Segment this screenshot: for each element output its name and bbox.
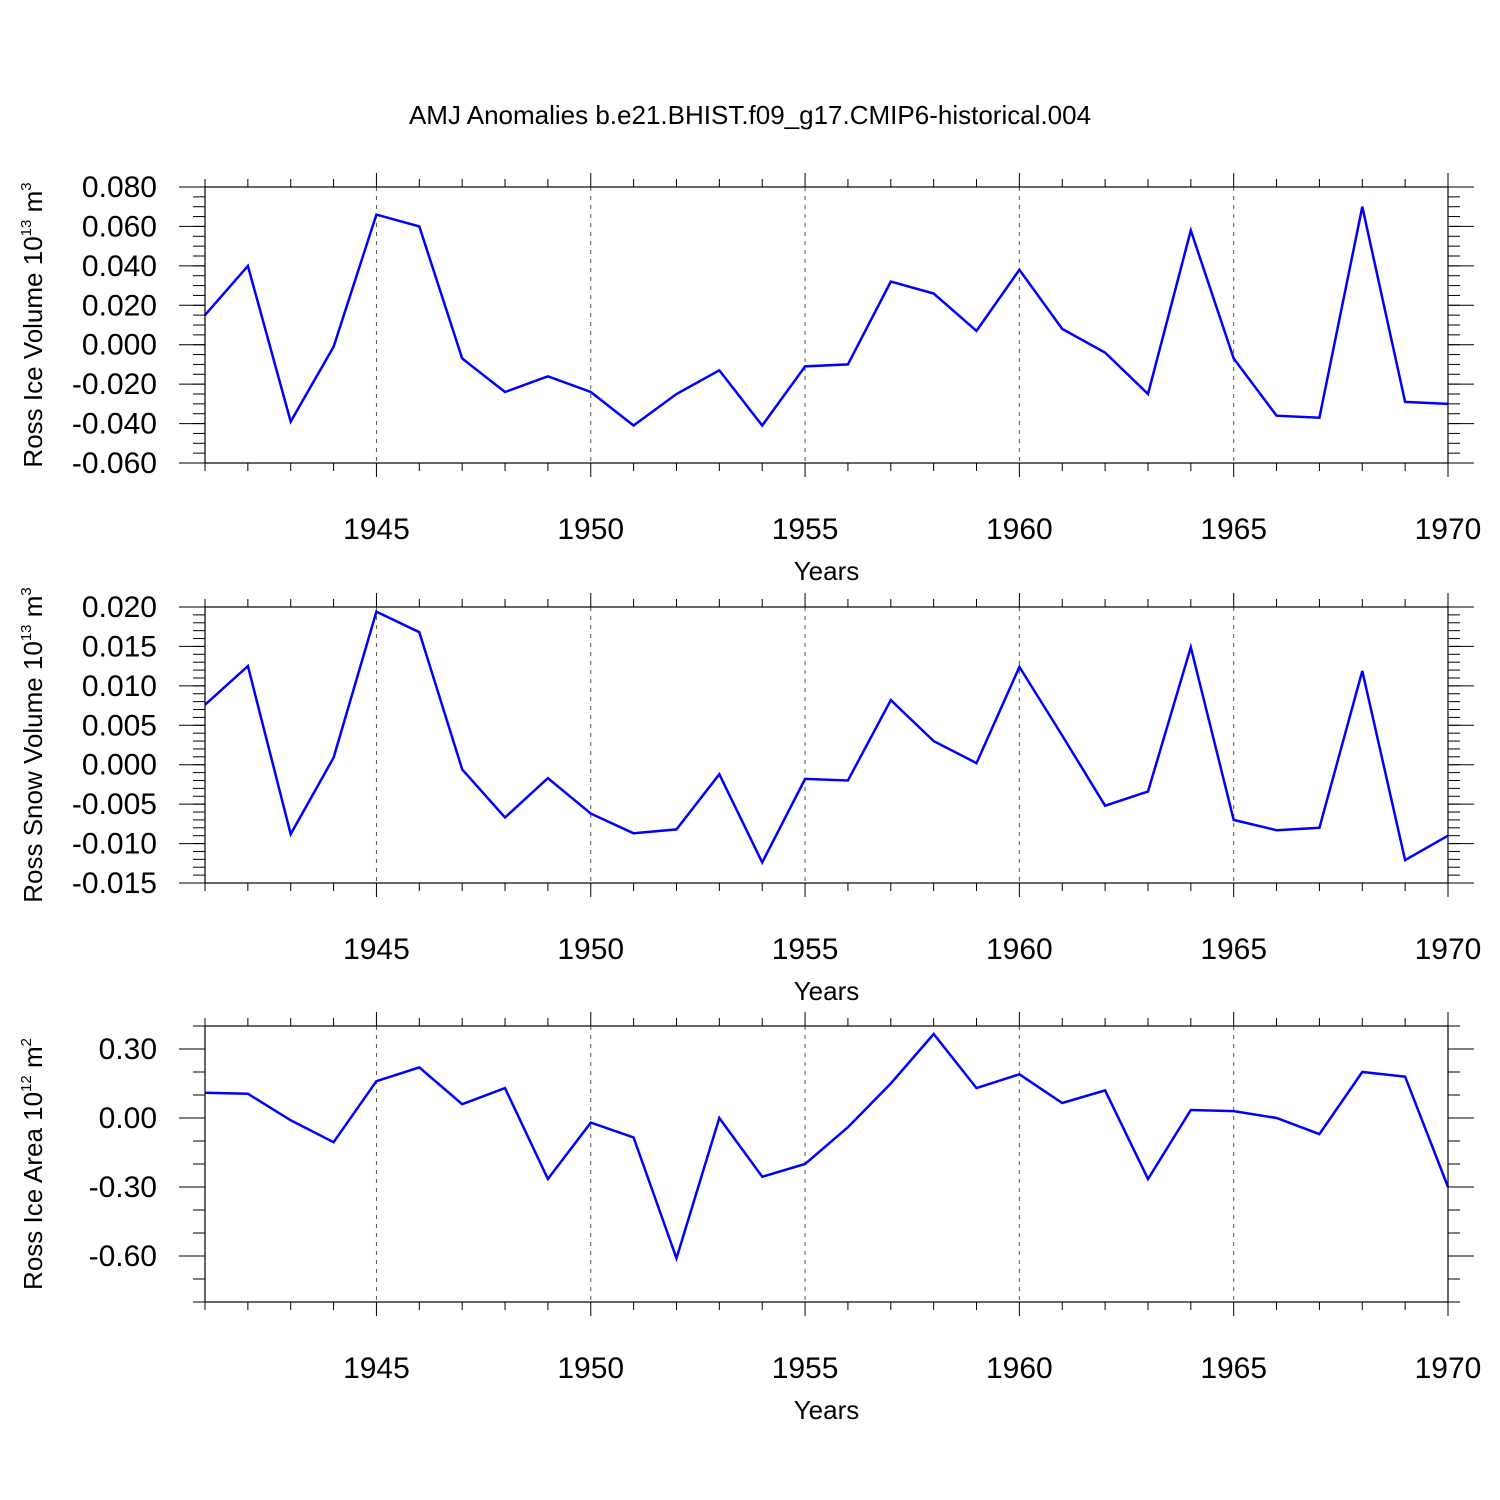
x-tick-label: 1965 — [1200, 933, 1267, 966]
panel-1: -0.060 -0.040 -0.020 0.000 0.020 0.040 0.060 0.… — [18, 171, 1481, 586]
y-tick-label: 0.060 — [82, 210, 157, 243]
x-axis-label: Years — [794, 976, 860, 1006]
y-axis-label: Ross Ice Area 1012 m2 — [18, 1038, 48, 1290]
y-tick-label: -0.30 — [89, 1171, 157, 1204]
y-tick-label: 0.040 — [82, 250, 157, 283]
plot-frame — [204, 1025, 1449, 1303]
series-line — [204, 206, 1449, 428]
y-tick-label: -0.020 — [72, 368, 157, 401]
y-tick-label: 0.005 — [82, 709, 157, 742]
series-line — [204, 609, 1449, 866]
panel-2: -0.015 -0.010 -0.005 0.000 0.005 0.010 0.015 0.… — [18, 587, 1481, 1006]
y-tick-label: 0.000 — [82, 749, 157, 782]
x-tick-label: 1955 — [772, 513, 839, 546]
y-tick-label: -0.060 — [72, 447, 157, 480]
y-tick-label: 0.30 — [99, 1033, 157, 1066]
y-tick-label: 0.00 — [99, 1102, 157, 1135]
x-tick-label: 1950 — [557, 513, 624, 546]
x-tick-label: 1960 — [986, 513, 1053, 546]
x-tick-label: 1950 — [557, 933, 624, 966]
x-tick-label: 1965 — [1200, 1352, 1267, 1385]
plot-frame — [204, 186, 1449, 464]
y-tick-label: -0.040 — [72, 408, 157, 441]
x-tick-label: 1945 — [343, 513, 410, 546]
x-axis-label: Years — [794, 556, 860, 586]
y-tick-label: 0.020 — [82, 289, 157, 322]
x-tick-label: 1945 — [343, 1352, 410, 1385]
x-tick-label: 1965 — [1200, 513, 1267, 546]
x-tick-label: 1970 — [1415, 933, 1482, 966]
y-tick-label: 0.015 — [82, 630, 157, 663]
plot-frame — [204, 606, 1449, 884]
x-axis-label: Years — [794, 1395, 860, 1425]
x-tick-label: 1960 — [986, 933, 1053, 966]
x-tick-label: 1945 — [343, 933, 410, 966]
x-tick-label: 1970 — [1415, 513, 1482, 546]
y-axis-label: Ross Ice Volume 1013 m3 — [18, 182, 48, 467]
y-tick-label: -0.005 — [72, 788, 157, 821]
x-tick-label: 1960 — [986, 1352, 1053, 1385]
y-tick-label: -0.015 — [72, 867, 157, 900]
x-tick-label: 1950 — [557, 1352, 624, 1385]
chart-panels: -0.060 -0.040 -0.020 0.000 0.020 0.040 0.060 0.… — [18, 171, 1481, 1425]
y-tick-label: 0.080 — [82, 171, 157, 204]
x-tick-label: 1955 — [772, 933, 839, 966]
x-tick-label: 1955 — [772, 1352, 839, 1385]
x-tick-label: 1970 — [1415, 1352, 1482, 1385]
y-tick-label: 0.010 — [82, 670, 157, 703]
y-tick-label: -0.60 — [89, 1240, 157, 1273]
y-tick-label: -0.010 — [72, 828, 157, 861]
y-axis-label: Ross Snow Volume 1013 m3 — [18, 587, 48, 903]
series-line — [204, 1032, 1450, 1263]
panel-3: -0.60 -0.30 0.00 0.30 1945 1950 1955 1960 1965 19… — [18, 1012, 1481, 1425]
figure-title: AMJ Anomalies b.e21.BHIST.f09_g17.CMIP6-… — [409, 100, 1091, 130]
y-tick-label: 0.000 — [82, 329, 157, 362]
y-tick-label: 0.020 — [82, 591, 157, 624]
